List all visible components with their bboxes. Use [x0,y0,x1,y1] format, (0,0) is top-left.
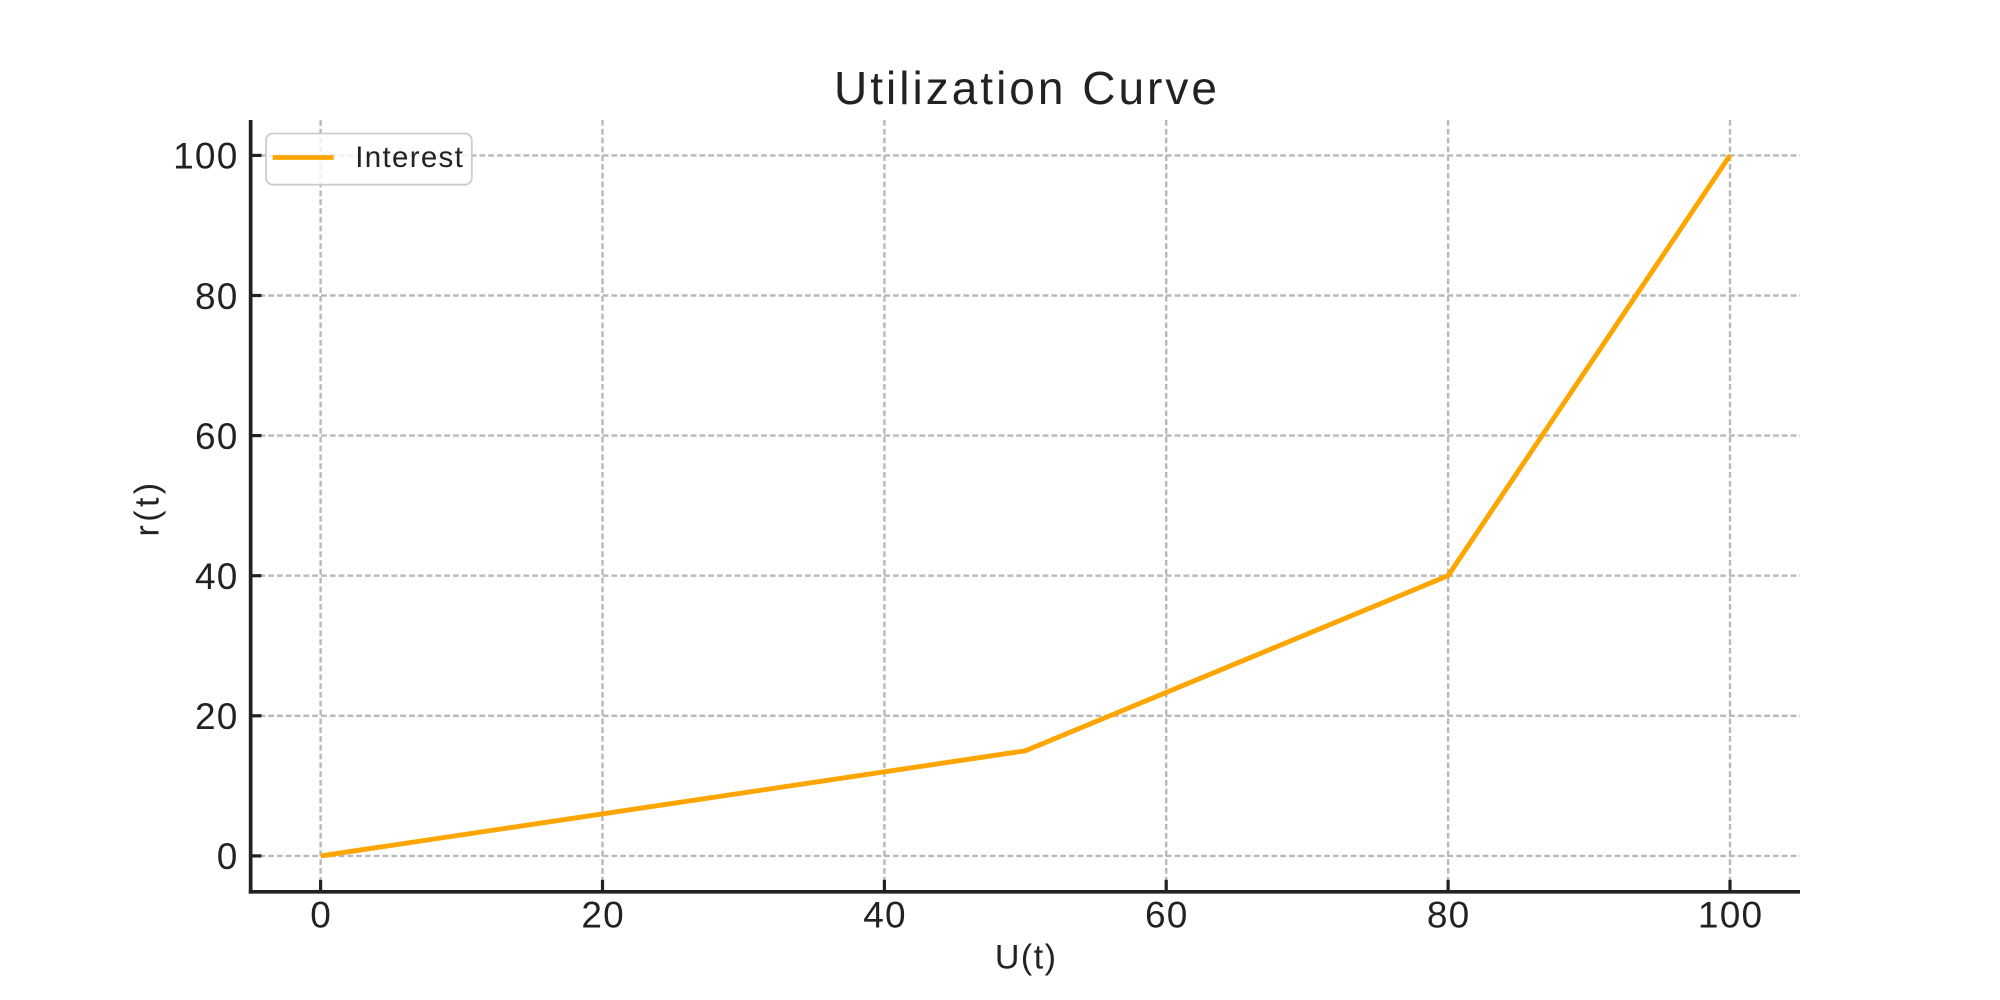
svg-text:r(t): r(t) [129,479,167,536]
svg-text:100: 100 [1698,894,1763,935]
svg-text:60: 60 [195,416,239,457]
svg-text:80: 80 [1427,894,1471,935]
svg-text:U(t): U(t) [995,938,1058,976]
svg-text:0: 0 [310,894,332,935]
svg-text:0: 0 [217,836,239,877]
svg-text:100: 100 [173,136,238,177]
svg-text:60: 60 [1145,894,1189,935]
svg-text:40: 40 [863,894,907,935]
svg-text:20: 20 [581,894,625,935]
svg-text:80: 80 [195,276,239,317]
svg-text:Utilization Curve: Utilization Curve [834,62,1220,114]
svg-text:20: 20 [195,696,239,737]
svg-text:40: 40 [195,556,239,597]
svg-text:Interest: Interest [355,141,464,174]
